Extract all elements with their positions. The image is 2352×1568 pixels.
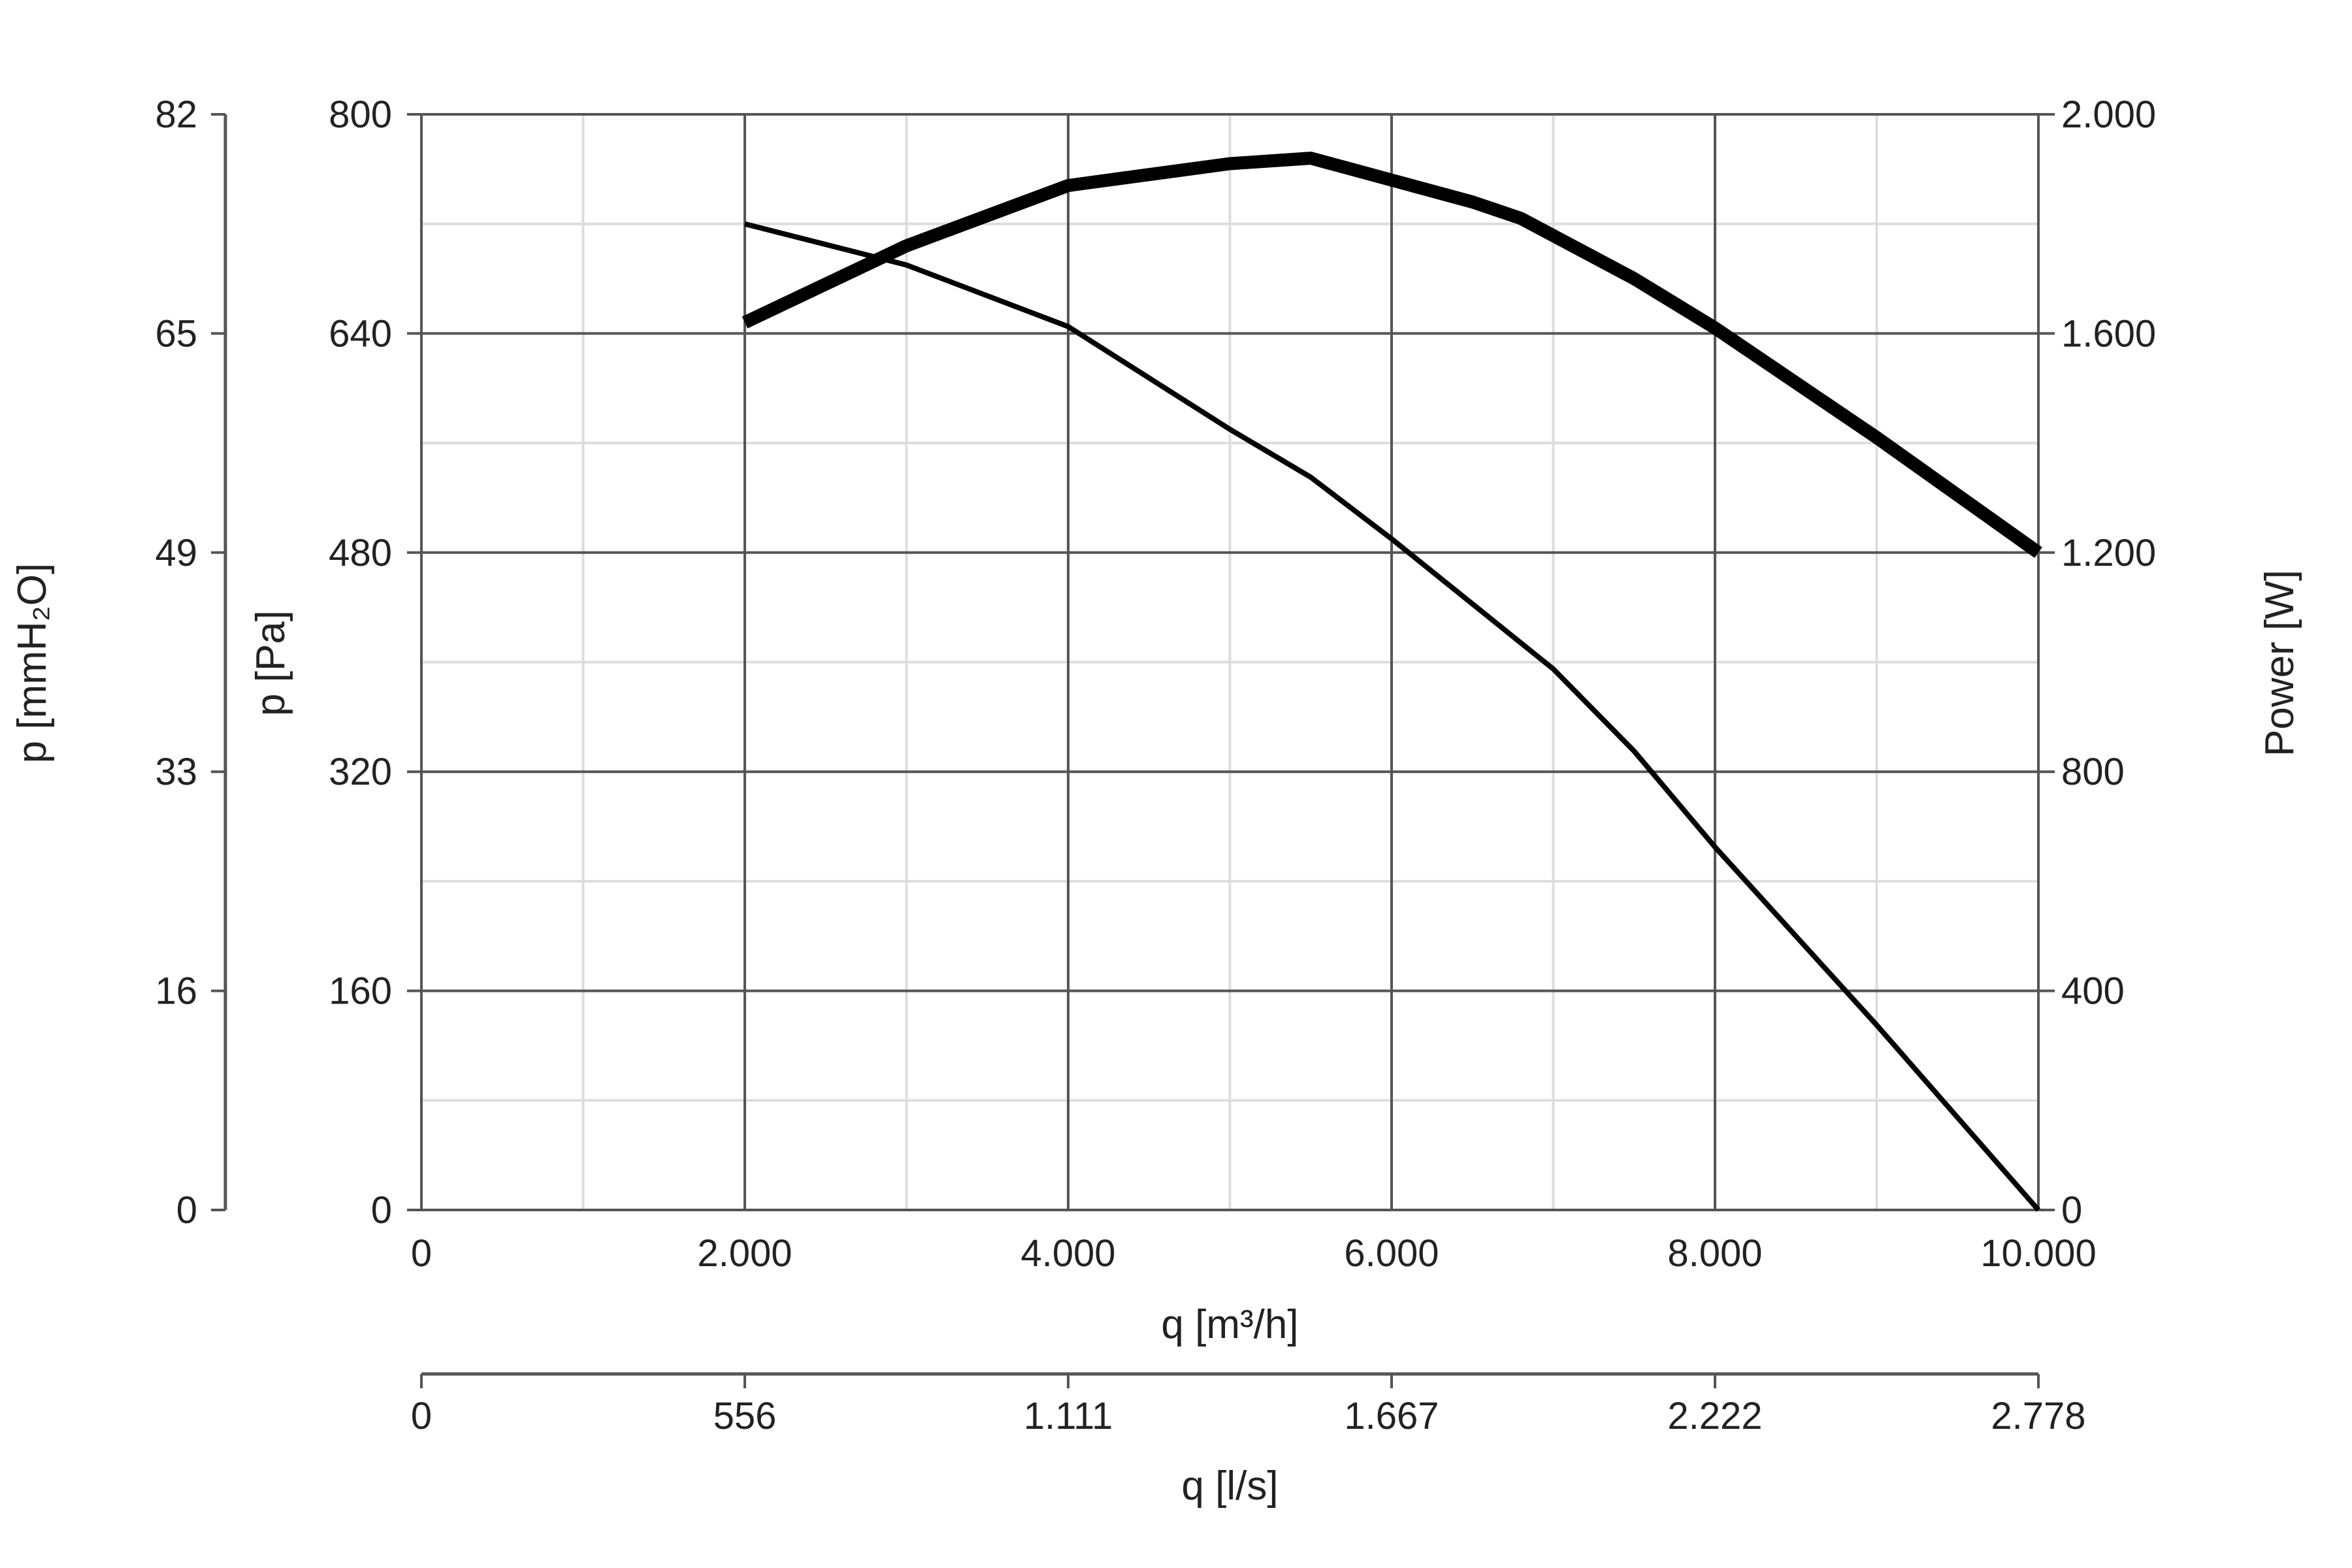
x-tick-label: 10.000 [1980,1232,2096,1275]
x-tick-label: 4.000 [1021,1232,1115,1275]
y-right-tick-label: 1.600 [2061,312,2156,355]
x-secondary-tick-label: 2.222 [1667,1395,1762,1437]
y-right-tick-label: 0 [2061,1189,2082,1232]
x-secondary-tick-label: 556 [713,1395,777,1437]
y-right-tick-label: 2.000 [2061,93,2156,136]
y-tick-label: 800 [329,93,392,136]
x-axis-secondary-title: q [l/s] [1181,1463,1278,1509]
y-left-secondary-tick-label: 65 [155,312,197,355]
y-axis-right-title: Power [W] [2257,570,2302,757]
x-tick-label: 6.000 [1344,1232,1439,1275]
x-secondary-tick-label: 2.778 [1991,1395,2085,1437]
x-secondary-tick-label: 0 [411,1395,432,1437]
y-left-secondary-tick-label: 0 [176,1189,197,1232]
x-secondary-tick-label: 1.111 [1024,1395,1113,1437]
x-axis-title: q [m³/h] [1161,1302,1298,1347]
y-axis-left-title: p [Pa] [248,610,293,716]
y-tick-label: 320 [329,751,392,793]
y-tick-label: 160 [329,970,392,1013]
y-left-secondary-tick-label: 49 [155,532,197,574]
pressure-curve-line [744,221,2041,1212]
x-tick-label: 2.000 [697,1232,792,1275]
y-tick-label: 480 [329,532,392,574]
x-secondary-tick-label: 1.667 [1344,1395,1439,1437]
grid [420,113,2040,1211]
y-right-tick-label: 800 [2061,751,2125,793]
y-right-tick-label: 400 [2061,970,2125,1013]
y-left-secondary-tick-label: 33 [155,751,197,793]
series [742,152,2042,1212]
y-left-secondary-tick-label: 82 [155,93,197,136]
y-tick-label: 0 [371,1189,392,1232]
y-left-secondary-tick-label: 16 [155,970,197,1013]
y-right-tick-label: 1.200 [2061,532,2156,574]
x-tick-label: 8.000 [1667,1232,1762,1275]
axes: 0 2.000 4.000 6.000 8.000 10.0000160320480640… [155,93,2156,1437]
power-curve-line [742,152,2042,558]
x-tick-label: 0 [411,1232,432,1275]
y-axis-left-secondary-title: p [mmH₂O] [10,563,55,764]
y-tick-label: 640 [329,312,392,355]
